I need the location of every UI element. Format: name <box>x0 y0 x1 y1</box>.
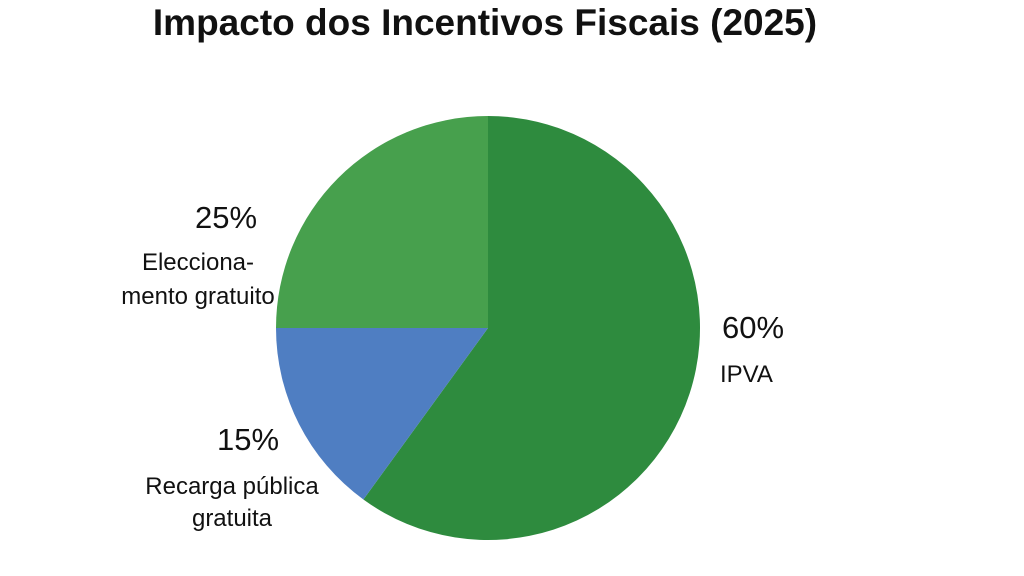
slice-name-label: Elecciona- <box>142 249 254 276</box>
slice-name-label: IPVA <box>720 361 773 388</box>
slice-name-label: mento gratuito <box>121 283 274 310</box>
pie-slice <box>363 116 701 540</box>
slice-percent-label: 60% <box>722 310 784 345</box>
slice-name-label: gratuita <box>192 505 273 532</box>
pie-slice <box>276 116 488 328</box>
slice-percent-label: 25% <box>195 200 257 235</box>
slice-label: 25% Elecciona-mento gratuito <box>121 200 274 310</box>
slice-label: 60% IPVA <box>720 310 784 388</box>
slice-label: 15% Recarga pública gratuita <box>145 422 319 532</box>
slice-name-label: Recarga pública <box>145 473 319 500</box>
slice-percent-label: 15% <box>217 422 279 457</box>
chart-title: Impacto dos Incentivos Fiscais (2025) <box>152 2 818 43</box>
pie-slice <box>276 328 488 500</box>
